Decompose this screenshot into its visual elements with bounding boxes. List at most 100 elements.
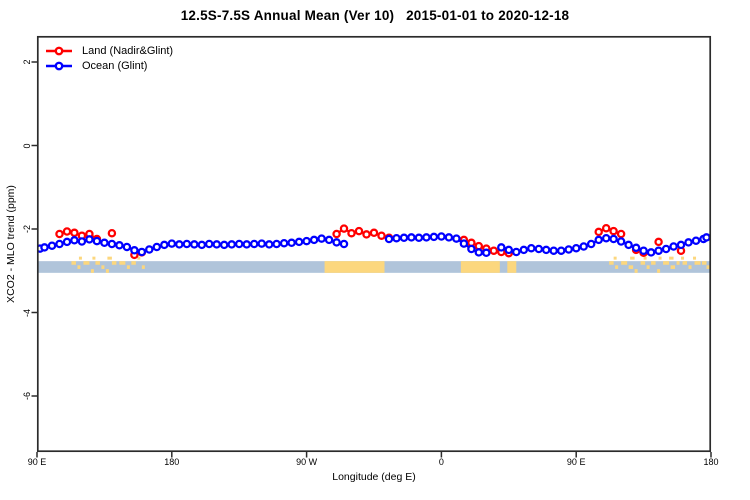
data-point bbox=[384, 234, 394, 244]
data-point bbox=[55, 239, 64, 249]
map-strip bbox=[37, 256, 711, 273]
data-point bbox=[571, 243, 581, 253]
data-point bbox=[324, 235, 334, 245]
data-point bbox=[107, 228, 117, 238]
data-point bbox=[654, 237, 663, 247]
data-point bbox=[489, 246, 499, 255]
data-point bbox=[167, 239, 177, 248]
data-point bbox=[257, 239, 266, 248]
data-point bbox=[47, 241, 57, 250]
data-point bbox=[369, 228, 379, 238]
data-point bbox=[219, 240, 229, 250]
legend-land-marker-icon bbox=[46, 46, 72, 55]
data-point bbox=[631, 243, 641, 253]
legend-item-land: Land (Nadir&Glint) bbox=[45, 43, 173, 58]
data-point bbox=[62, 227, 72, 236]
x-tick-label: 90 E bbox=[27, 457, 47, 467]
data-point bbox=[152, 242, 162, 252]
data-point bbox=[100, 238, 109, 248]
data-point bbox=[115, 241, 124, 250]
x-axis-label: Longitude (deg E) bbox=[332, 471, 416, 483]
data-point bbox=[279, 238, 289, 248]
data-point bbox=[474, 248, 484, 257]
data-point bbox=[70, 236, 79, 245]
data-point bbox=[504, 245, 514, 255]
data-point bbox=[332, 229, 341, 239]
data-point bbox=[160, 240, 169, 250]
data-point bbox=[190, 240, 199, 249]
data-point bbox=[444, 233, 454, 242]
data-point bbox=[601, 223, 611, 233]
data-point bbox=[182, 239, 192, 249]
plot-area bbox=[31, 35, 712, 458]
data-point bbox=[549, 246, 558, 255]
x-tick-label: 180 bbox=[164, 457, 180, 467]
y-tick-label: 2 bbox=[22, 59, 32, 65]
data-point bbox=[362, 230, 371, 239]
data-point bbox=[85, 235, 94, 244]
legend-ocean-marker-icon bbox=[46, 61, 72, 70]
data-point bbox=[107, 239, 117, 249]
legend: Land (Nadir&Glint) Ocean (Glint) bbox=[45, 43, 173, 73]
data-point bbox=[437, 232, 446, 241]
y-tick-label: -4 bbox=[22, 308, 32, 317]
data-point bbox=[534, 244, 544, 254]
data-point bbox=[354, 226, 364, 236]
data-point bbox=[702, 233, 711, 242]
data-point bbox=[669, 242, 678, 251]
data-point bbox=[55, 229, 64, 239]
data-point bbox=[242, 240, 251, 249]
axis-ticks bbox=[31, 61, 712, 458]
data-point bbox=[467, 244, 476, 254]
data-point bbox=[579, 242, 588, 251]
data-point bbox=[287, 238, 296, 248]
legend-item-ocean: Ocean (Glint) bbox=[45, 58, 173, 73]
data-point bbox=[197, 240, 207, 250]
data-point bbox=[264, 240, 274, 249]
data-point bbox=[594, 235, 603, 245]
legend-ocean-label: Ocean (Glint) bbox=[82, 59, 148, 72]
data-point bbox=[609, 234, 618, 244]
data-point bbox=[482, 248, 491, 258]
data-point bbox=[616, 229, 626, 239]
data-point bbox=[639, 246, 648, 255]
data-point bbox=[339, 239, 349, 249]
data-point bbox=[40, 243, 49, 252]
x-tick-label: 180 bbox=[703, 457, 719, 467]
data-point bbox=[332, 238, 341, 247]
data-point bbox=[62, 237, 72, 247]
data-point bbox=[70, 228, 79, 238]
data-point bbox=[407, 233, 416, 242]
data-point bbox=[512, 247, 521, 257]
data-point bbox=[249, 239, 259, 249]
data-point bbox=[294, 237, 304, 247]
y-tick-label: -6 bbox=[22, 391, 32, 401]
y-tick-label: -2 bbox=[22, 224, 32, 234]
data-point bbox=[130, 246, 139, 255]
data-point bbox=[684, 238, 693, 247]
data-point bbox=[317, 234, 326, 243]
y-tick-label: 0 bbox=[22, 142, 32, 149]
data-point bbox=[145, 245, 154, 254]
data-point bbox=[414, 233, 424, 243]
data-point bbox=[92, 236, 102, 246]
data-point bbox=[594, 227, 603, 237]
x-tick-label: 90 E bbox=[566, 457, 586, 467]
data-point bbox=[654, 246, 663, 255]
data-point bbox=[227, 240, 236, 249]
data-point bbox=[691, 236, 701, 245]
x-tick-label: 90 W bbox=[296, 457, 318, 467]
x-tick-label: 0 bbox=[438, 457, 444, 467]
data-point bbox=[122, 242, 132, 252]
data-point bbox=[527, 243, 536, 253]
data-point bbox=[452, 234, 461, 243]
data-point bbox=[302, 236, 311, 246]
data-point bbox=[347, 228, 356, 238]
data-point bbox=[616, 237, 626, 246]
data-point bbox=[519, 245, 529, 255]
data-point bbox=[392, 233, 401, 243]
data-point bbox=[624, 240, 633, 250]
data-point bbox=[137, 247, 147, 257]
data-point bbox=[77, 237, 87, 246]
